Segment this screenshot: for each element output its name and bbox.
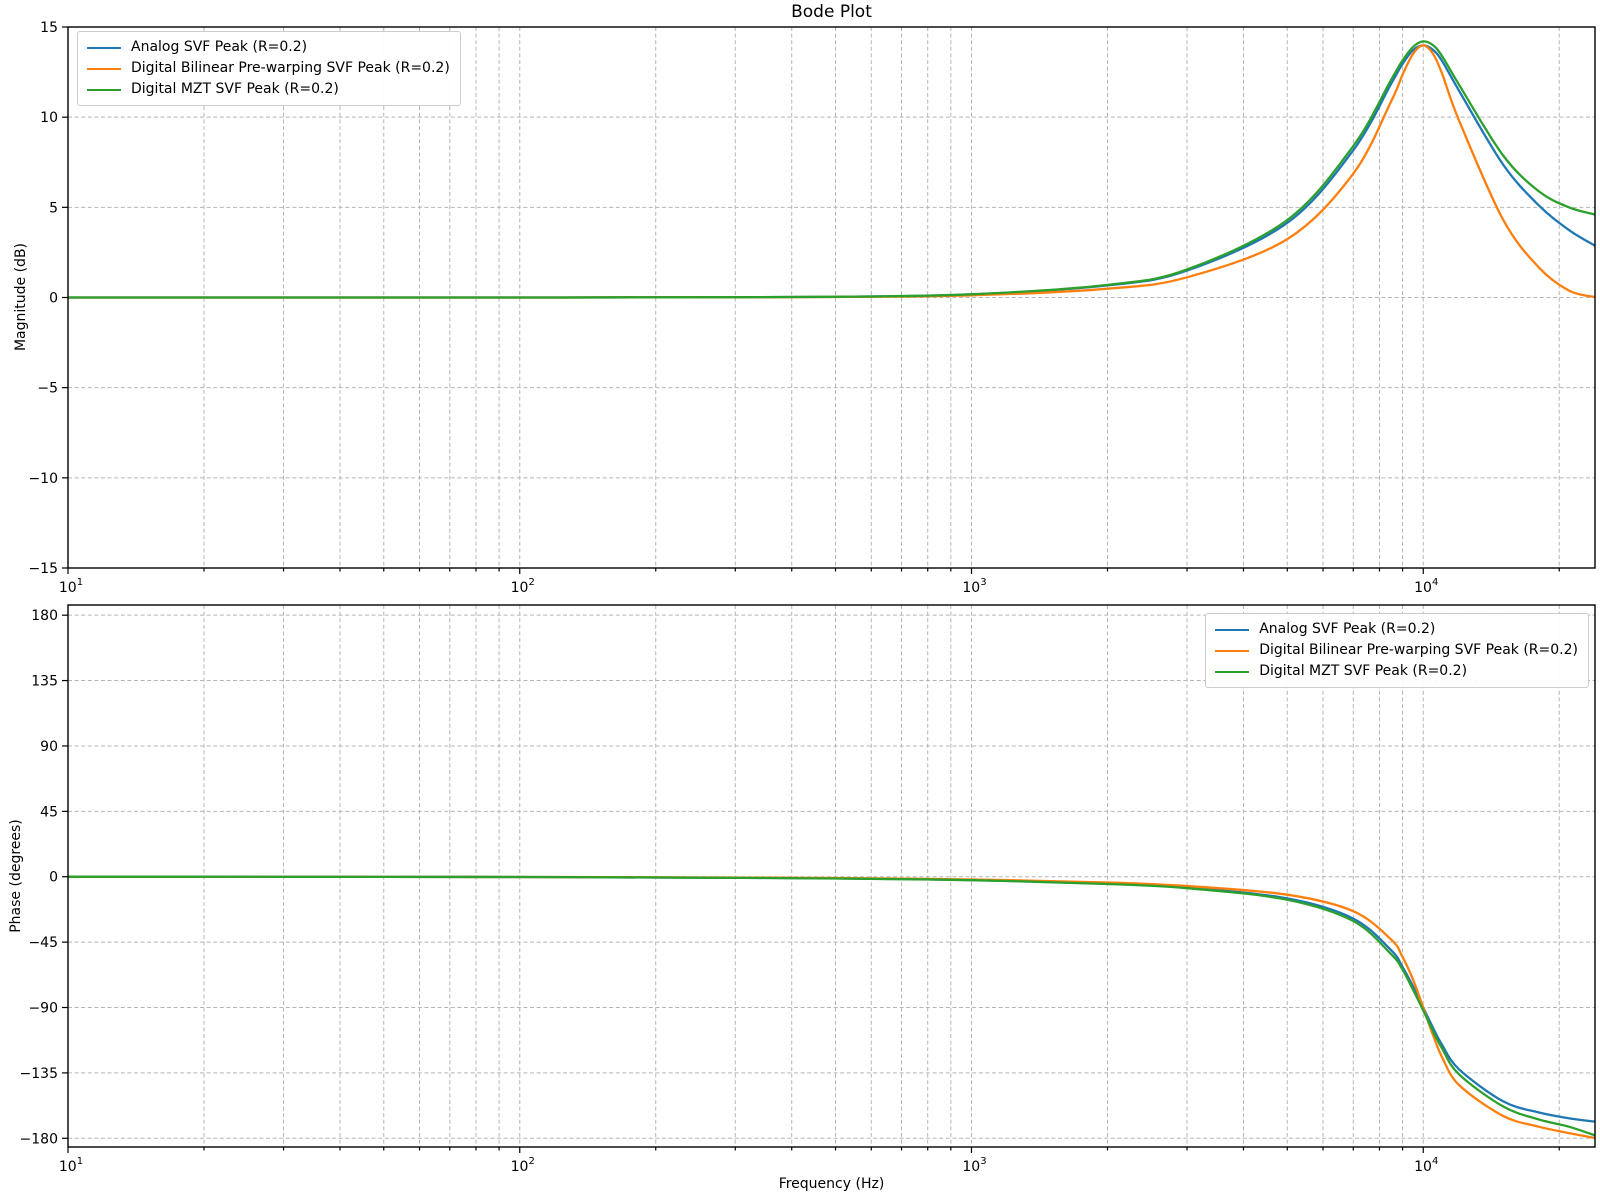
legend-entry-label: Digital Bilinear Pre-warping SVF Peak (R…: [131, 60, 450, 76]
magnitude-ytick-label: 0: [49, 291, 58, 307]
magnitude-curve-mzt: [68, 40, 1595, 299]
phase-ytick-label: 45: [40, 804, 58, 820]
magnitude-ytick-label: 5: [49, 200, 58, 216]
phase-axis-label: Phase (degrees): [8, 819, 24, 933]
phase-xtick-label: 101: [59, 1156, 83, 1175]
phase-ticks: [62, 614, 1560, 1153]
legend-entry-label: Digital MZT SVF Peak (R=0.2): [1259, 663, 1468, 679]
legend-entry-bilinear: Digital Bilinear Pre-warping SVF Peak (R…: [1215, 640, 1578, 661]
legend-line-swatch: [87, 46, 121, 49]
legend-entry-label: Analog SVF Peak (R=0.2): [131, 39, 308, 55]
phase-xtick-label: 102: [511, 1156, 535, 1175]
legend-line-swatch: [1215, 649, 1250, 652]
phase-ytick-label: 90: [40, 739, 58, 755]
magnitude-ticks: [62, 26, 1560, 574]
magnitude-ytick-label: −5: [37, 381, 58, 397]
legend-line-swatch: [1215, 670, 1250, 673]
legend-entry-analog: Analog SVF Peak (R=0.2): [1215, 619, 1578, 640]
frequency-axis-label: Frequency (Hz): [778, 1176, 885, 1192]
phase-curve-bilinear: [68, 875, 1595, 1140]
legend-line-swatch: [87, 88, 121, 91]
phase-curve-analog: [68, 875, 1595, 1123]
legend-magnitude: Analog SVF Peak (R=0.2) Digital Bilinear …: [77, 31, 461, 106]
magnitude-xtick-label: 101: [59, 577, 83, 596]
magnitude-ytick-label: 10: [40, 110, 58, 126]
legend-entry-label: Digital Bilinear Pre-warping SVF Peak (R…: [1259, 642, 1578, 658]
phase-axes: −180 −135 −90 −45 0 45 90 135 180 101 102 103 104: [20, 604, 1596, 1175]
magnitude-ytick-label: −10: [28, 471, 58, 487]
phase-xtick-label: 104: [1414, 1156, 1438, 1175]
phase-ytick-label: −45: [28, 935, 58, 951]
legend-entry-label: Digital MZT SVF Peak (R=0.2): [131, 81, 339, 97]
magnitude-axis-label: Magnitude (dB): [13, 242, 29, 352]
magnitude-xtick-label: 103: [962, 577, 986, 596]
phase-frame: [67, 604, 1596, 1148]
phase-ytick-label: −180: [20, 1131, 58, 1147]
magnitude-axes: −15 −10 −5 0 5 10 15 101 102 103 104: [28, 20, 1596, 596]
legend-entry-analog: Analog SVF Peak (R=0.2): [87, 37, 450, 58]
phase-ytick-label: 0: [49, 870, 58, 886]
legend-entry-mzt: Digital MZT SVF Peak (R=0.2): [1215, 661, 1578, 682]
legend-entry-mzt: Digital MZT SVF Peak (R=0.2): [87, 79, 450, 100]
magnitude-xtick-label: 104: [1414, 577, 1438, 596]
phase-ytick-label: 135: [31, 674, 58, 690]
legend-phase: Analog SVF Peak (R=0.2) Digital Bilinear …: [1205, 613, 1589, 688]
phase-ytick-label: 180: [31, 608, 58, 624]
magnitude-ytick-label: −15: [28, 561, 58, 577]
phase-ytick-label: −90: [28, 1001, 58, 1017]
magnitude-xtick-label: 102: [511, 577, 535, 596]
phase-ytick-label: −135: [20, 1066, 58, 1082]
magnitude-curves: [68, 40, 1595, 299]
legend-line-swatch: [87, 67, 121, 70]
magnitude-ytick-label: 15: [40, 20, 58, 36]
legend-entry-label: Analog SVF Peak (R=0.2): [1259, 621, 1436, 637]
legend-line-swatch: [1215, 628, 1250, 631]
phase-xtick-label: 103: [962, 1156, 986, 1175]
phase-curve-mzt: [68, 875, 1595, 1137]
plot-title: Bode Plot: [791, 2, 872, 22]
legend-entry-bilinear: Digital Bilinear Pre-warping SVF Peak (R…: [87, 58, 450, 79]
phase-curves: [68, 875, 1595, 1140]
